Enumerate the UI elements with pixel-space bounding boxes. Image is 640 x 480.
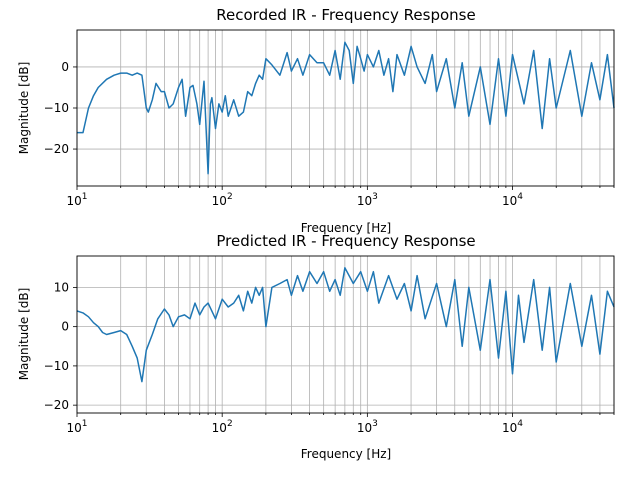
y-tick-label: −20 [44, 142, 69, 156]
chart-title: Predicted IR - Frequency Response [216, 232, 475, 250]
y-tick-label: −10 [44, 101, 69, 115]
x-axis-label: Frequency [Hz] [301, 447, 392, 461]
x-tick-label: 104 [502, 419, 523, 435]
series-line [76, 267, 615, 383]
y-tick-label: 10 [54, 280, 69, 294]
plot-frame [76, 255, 615, 414]
x-tick-label: 102 [212, 419, 233, 435]
y-axis-label: Magnitude [dB] [17, 62, 31, 155]
chart-recorded-ir: Recorded IR - Frequency Response Frequen… [17, 6, 615, 235]
x-tick-label: 103 [357, 192, 378, 208]
x-tick-label: 104 [502, 192, 523, 208]
x-tick-label: 101 [66, 192, 87, 208]
x-axis-label: Frequency [Hz] [301, 221, 392, 235]
y-tick-label: 0 [61, 320, 69, 334]
y-tick-label: −20 [44, 398, 69, 412]
chart-predicted-ir: Predicted IR - Frequency Response Freque… [17, 232, 615, 461]
x-tick-label: 103 [357, 419, 378, 435]
series-line [77, 41, 615, 175]
y-tick-label: 0 [61, 60, 69, 74]
y-axis-label: Magnitude [dB] [17, 288, 31, 381]
x-tick-label: 101 [66, 419, 87, 435]
y-tick-label: −10 [44, 359, 69, 373]
x-tick-label: 102 [212, 192, 233, 208]
chart-title: Recorded IR - Frequency Response [216, 6, 475, 24]
